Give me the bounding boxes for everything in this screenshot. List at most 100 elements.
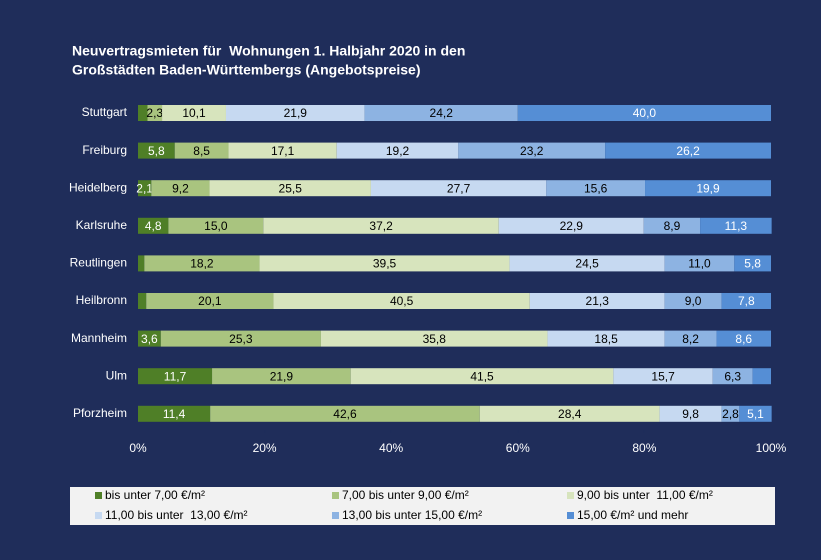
y-tick-label: Stuttgart: [82, 105, 128, 119]
data-label: 35,8: [423, 332, 447, 346]
legend-swatch: [332, 492, 339, 499]
bar-segment: [605, 142, 771, 159]
bar-segment: [350, 368, 614, 385]
bar-segment: [273, 293, 530, 309]
bar-segment: [147, 105, 163, 121]
data-label: 26,2: [676, 144, 700, 158]
data-label: 42,6: [333, 407, 357, 421]
bar-segment: [210, 405, 480, 422]
bar-segment: [546, 180, 646, 197]
data-label: 19,2: [386, 144, 410, 158]
bar-segment: [138, 180, 152, 197]
y-tick-label: Freiburg: [82, 143, 127, 157]
data-label: 21,9: [270, 369, 294, 383]
data-label: 19,9: [696, 181, 720, 195]
y-tick-label: Reutlingen: [70, 256, 127, 270]
data-label: 2,1: [136, 181, 153, 195]
bar-segment: [336, 142, 459, 159]
bar-segment: [146, 293, 274, 309]
legend: [70, 487, 775, 525]
data-label: 40,0: [633, 106, 657, 120]
bar-segment: [151, 180, 210, 197]
legend-label: 11,00 bis unter 13,00 €/m²: [105, 508, 248, 522]
bar-segment: [370, 180, 547, 197]
bar-segment: [138, 105, 148, 121]
bar-segment: [364, 105, 518, 121]
bar-segment: [643, 217, 701, 234]
y-tick-label: Heilbronn: [76, 293, 127, 307]
data-label: 15,0: [204, 219, 228, 233]
data-label: 5,8: [744, 257, 761, 271]
bar-segment: [138, 142, 175, 159]
data-label: 22,9: [560, 219, 584, 233]
bar-segment: [498, 217, 644, 234]
x-tick-label: 60%: [506, 441, 530, 455]
data-label: 11,3: [725, 219, 748, 233]
bar-segment: [509, 255, 665, 272]
legend-swatch: [332, 512, 339, 519]
legend-label: 9,00 bis unter 11,00 €/m²: [577, 488, 713, 502]
data-label: 18,2: [190, 257, 214, 271]
data-label: 15,6: [584, 181, 608, 195]
data-label: 5,1: [747, 407, 764, 421]
y-tick-label: Heidelberg: [69, 180, 127, 194]
bar-segment: [752, 368, 771, 385]
bar-segment: [138, 330, 161, 347]
data-label: 11,7: [164, 369, 187, 383]
data-label: 25,3: [229, 332, 253, 346]
data-label: 8,6: [735, 332, 752, 346]
legend-label: 7,00 bis unter 9,00 €/m²: [342, 488, 469, 502]
data-label: 15,7: [651, 369, 675, 383]
data-label: 23,2: [520, 144, 544, 158]
data-label: 27,7: [447, 181, 471, 195]
chart-title: Neuvertragsmieten für Wohnungen 1. Halbj…: [72, 43, 465, 59]
data-label: 11,0: [688, 257, 711, 271]
data-label: 20,1: [198, 294, 222, 308]
data-label: 7,8: [738, 294, 755, 308]
bar-segment: [645, 180, 771, 197]
x-tick-label: 80%: [632, 441, 656, 455]
bar-segment: [174, 142, 229, 159]
bar-segment: [721, 405, 740, 422]
legend-swatch: [95, 492, 102, 499]
data-label: 28,4: [558, 407, 582, 421]
data-label: 5,8: [148, 144, 165, 158]
bar-segment: [458, 142, 606, 159]
bar-segment: [721, 293, 771, 309]
bar-segment: [734, 255, 771, 272]
x-tick-label: 100%: [756, 441, 787, 455]
bar-segment: [320, 330, 548, 347]
bar-segment: [739, 405, 772, 422]
bar-segment: [144, 255, 260, 272]
legend-label: 13,00 bis unter 15,00 €/m²: [342, 508, 482, 522]
y-tick-label: Mannheim: [71, 331, 127, 345]
data-label: 9,0: [685, 294, 702, 308]
data-label: 2,8: [722, 407, 739, 421]
bar-segment: [659, 405, 722, 422]
data-label: 4,8: [145, 219, 162, 233]
data-label: 37,2: [369, 219, 393, 233]
bar-segment: [259, 255, 510, 272]
bar-segment: [168, 217, 264, 234]
data-label: 6,3: [724, 369, 741, 383]
bar-segment: [263, 217, 499, 234]
bar-segment: [160, 330, 321, 347]
legend-swatch: [95, 512, 102, 519]
bar-segment: [138, 255, 145, 272]
data-label: 8,9: [664, 219, 681, 233]
bar-segment: [209, 180, 371, 197]
data-label: 2,3: [146, 106, 163, 120]
y-tick-label: Pforzheim: [73, 406, 127, 420]
y-tick-label: Karlsruhe: [76, 218, 128, 232]
bar-segment: [138, 405, 211, 422]
bar-segment: [517, 105, 771, 121]
data-label: 24,2: [430, 106, 454, 120]
data-label: 9,2: [172, 181, 189, 195]
legend-label: 15,00 €/m² und mehr: [577, 508, 688, 522]
data-label: 25,5: [279, 181, 303, 195]
data-label: 3,6: [141, 332, 158, 346]
x-tick-label: 20%: [253, 441, 277, 455]
data-label: 24,5: [575, 257, 599, 271]
data-label: 9,8: [682, 407, 699, 421]
